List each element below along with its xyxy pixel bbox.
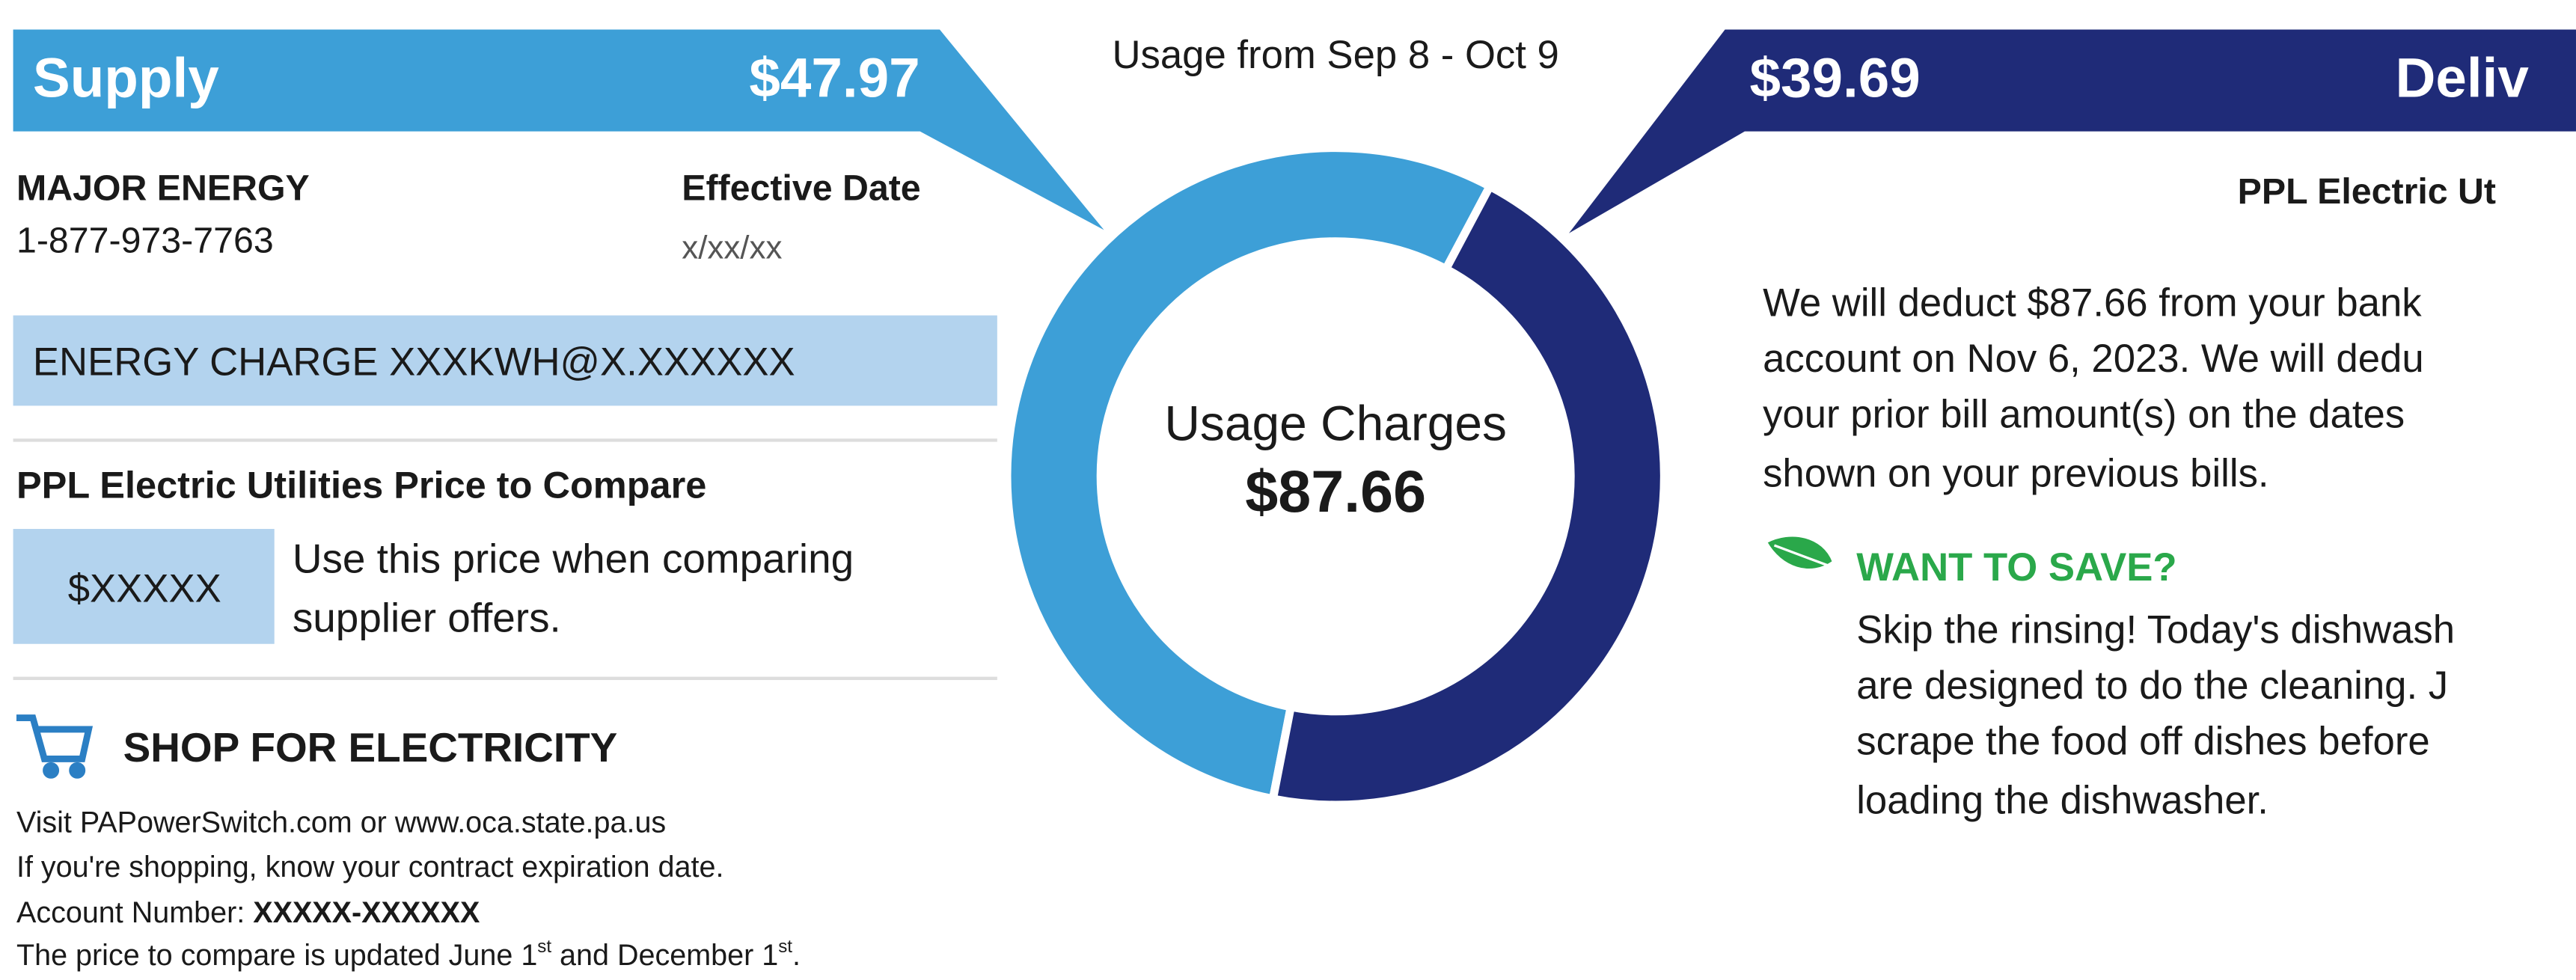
superscript: st (537, 937, 551, 957)
paragraph-line: your prior bill amount(s) on the dates (1763, 393, 2405, 437)
delivery-amount: $39.69 (1750, 46, 1921, 109)
tip-line: loading the dishwasher. (1856, 779, 2268, 823)
paragraph-line: account on Nov 6, 2023. We will dedu (1763, 337, 2424, 381)
paragraph-line: shown on your previous bills. (1763, 452, 2269, 496)
donut-segment (1267, 180, 1668, 809)
tip-line: are designed to do the cleaning. J (1856, 664, 2448, 708)
update-text: . (792, 940, 801, 973)
energy-charge-box (13, 315, 997, 406)
price-to-compare: $XXXXX (68, 566, 221, 610)
tip-line: Skip the rinsing! Today's dishwash (1856, 607, 2455, 652)
donut-segment (1003, 144, 1496, 804)
price-to-compare-title: PPL Electric Utilities Price to Compare (16, 463, 706, 506)
delivery-title: Deliv (2395, 46, 2529, 109)
superscript: st (778, 937, 792, 957)
account-label: Account Number: (16, 896, 253, 929)
shop-line: Visit PAPowerSwitch.com or www.oca.state… (16, 806, 666, 839)
donut-total: $87.66 (1245, 458, 1426, 524)
price-box (13, 529, 275, 644)
supply-title: Supply (33, 46, 219, 109)
supply-banner (13, 29, 1104, 230)
energy-charge: ENERGY CHARGE XXXKWH@X.XXXXXX (33, 340, 795, 384)
account-number: XXXXX-XXXXXX (253, 896, 480, 929)
shop-title: SHOP FOR ELECTRICITY (123, 724, 618, 771)
leaf-icon (1764, 534, 1835, 572)
usage-period: Usage from Sep 8 - Oct 9 (1112, 33, 1558, 77)
account-line: Account Number: XXXXX-XXXXXX (16, 896, 480, 929)
update-note: The price to compare is updated June 1st… (16, 937, 801, 973)
shop-line: If you're shopping, know your contract e… (16, 851, 723, 883)
donut-center-label: Usage Charges (1164, 395, 1507, 450)
supply-amount: $47.97 (749, 46, 920, 109)
paragraph-line: We will deduct $87.66 from your bank (1763, 281, 2422, 325)
effective-date-label: Effective Date (682, 168, 920, 208)
phone: 1-877-973-7763 (16, 221, 274, 261)
tip-line: scrape the food off dishes before (1856, 720, 2429, 764)
donut (1003, 144, 1668, 809)
supplier: MAJOR ENERGY (16, 168, 310, 208)
update-text: The price to compare is updated June 1 (16, 940, 537, 973)
utility: PPL Electric Ut (2238, 171, 2496, 212)
delivery-banner (1568, 29, 2576, 233)
price-note-line: supplier offers. (293, 595, 561, 641)
cart-icon (16, 714, 94, 779)
tip-title: WANT TO SAVE? (1856, 545, 2176, 589)
effective-date: x/xx/xx (682, 229, 782, 266)
update-text: and December 1 (551, 940, 778, 973)
price-note-line: Use this price when comparing (293, 535, 854, 581)
